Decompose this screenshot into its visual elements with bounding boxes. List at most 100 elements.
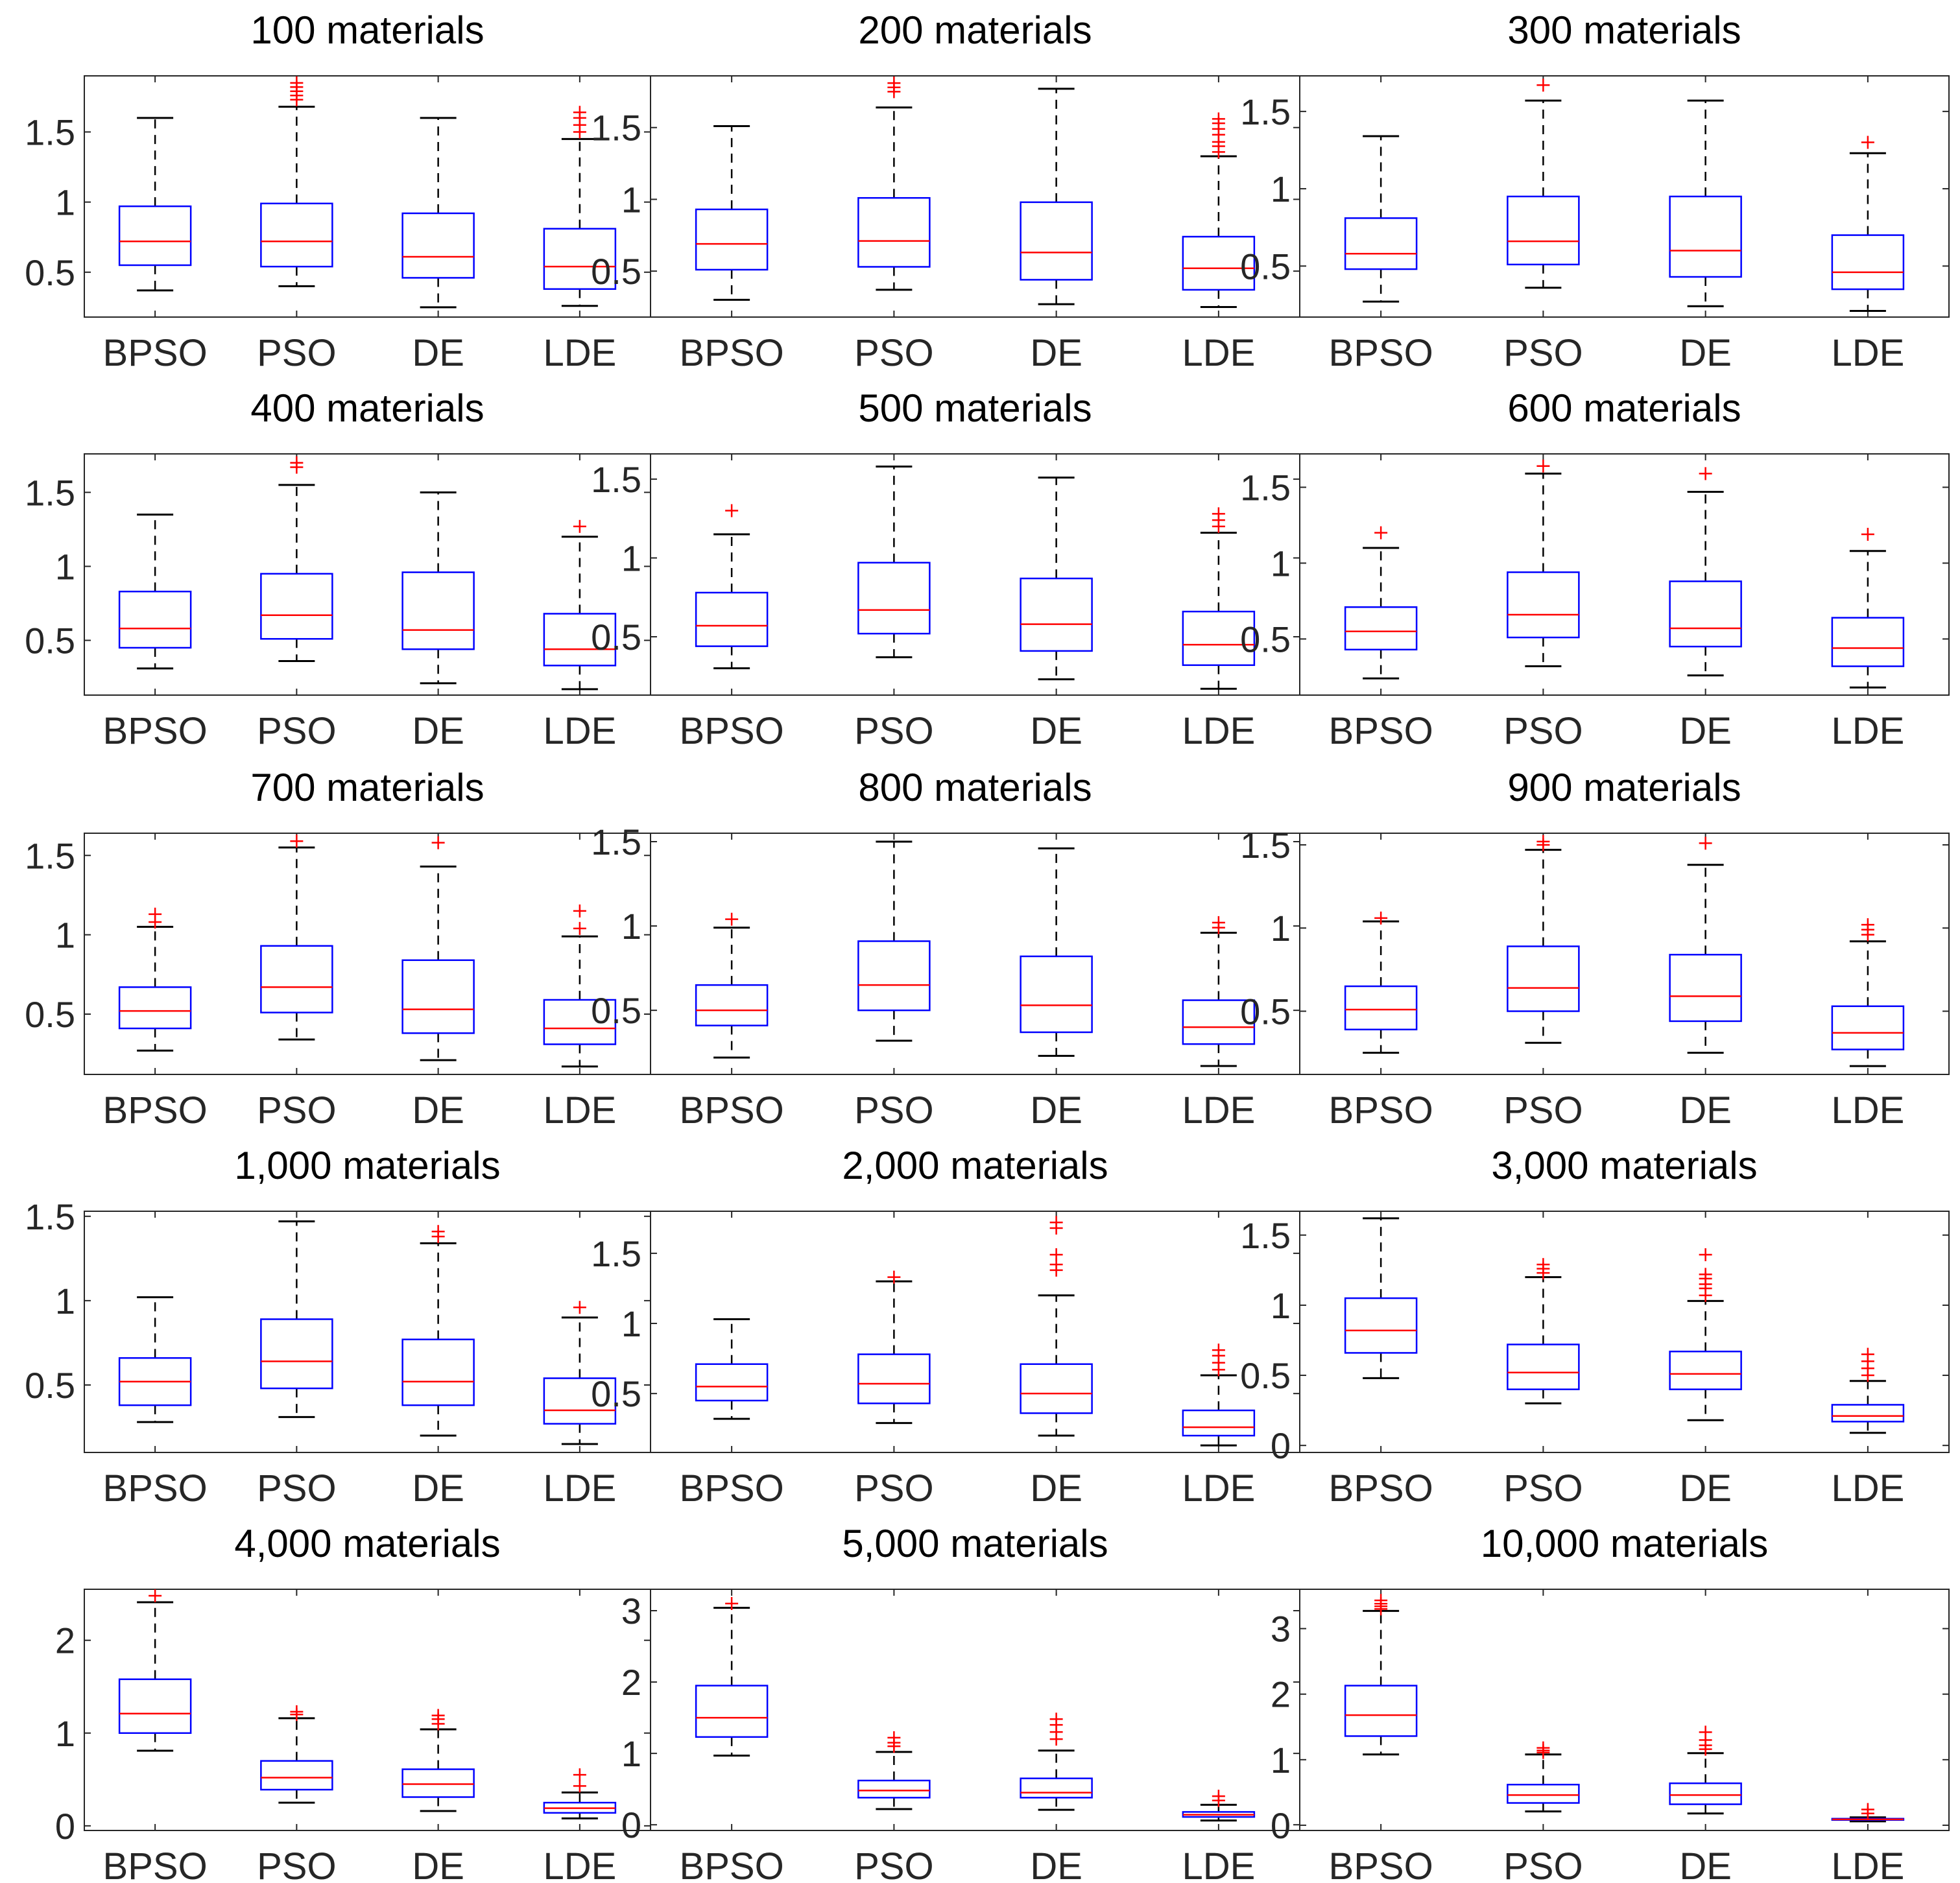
outlier-marker [1049,1712,1063,1726]
subplot-title: 800 materials [858,766,1092,809]
iqr-box [1507,1344,1580,1390]
x-category-label: LDE [1182,1845,1255,1883]
x-category-label: BPSO [1329,1845,1433,1883]
box-pso: PSO [854,1211,934,1510]
iqr-box [857,940,931,1012]
y-tick-label: 1 [1271,169,1291,209]
x-category-label: PSO [854,1845,934,1883]
y-tick-label: 1.5 [25,112,75,153]
box-pso: PSO [1503,1211,1583,1510]
x-category-label: DE [1030,1089,1082,1131]
outlier-marker [431,1225,445,1238]
box-lde: LDE [1831,454,1904,752]
axes-frame [650,453,1300,696]
y-tick-label: 1 [55,1281,75,1321]
x-category-label: PSO [257,1845,337,1883]
outlier-marker [1536,1741,1550,1755]
subplot-13: 5,000 materials 0 1 2 3 BPSO PSO DE LDE [621,1522,1300,1883]
box-bpso: BPSO [680,833,784,1131]
iqr-box [1344,606,1418,651]
box-pso: PSO [257,76,337,374]
x-category-label: PSO [257,1467,337,1510]
box-pso: PSO [1503,454,1583,752]
subplot-14: 10,000 materials 0 1 2 3 BPSO PSO DE LDE [1271,1522,1950,1883]
x-category-label: PSO [854,710,934,752]
iqr-box [543,999,617,1045]
y-tick-label: 0.5 [25,252,75,293]
iqr-box [543,613,617,667]
y-tick-label: 0.5 [591,990,641,1031]
iqr-box [695,1685,769,1738]
box-lde: LDE [1182,1589,1255,1883]
iqr-box [1507,945,1580,1012]
iqr-box [695,984,769,1026]
box-de: DE [401,1211,475,1510]
y-tick-label: 1.5 [1240,825,1291,866]
x-category-label: PSO [1503,1089,1583,1131]
subplot-title: 1,000 materials [234,1144,500,1187]
x-category-label: LDE [1831,1845,1904,1883]
y-tick-label: 1.5 [1240,1215,1291,1256]
outlier-marker [1212,507,1225,521]
iqr-box [1344,1685,1418,1737]
box-de: DE [401,833,475,1131]
x-category-label: LDE [1831,332,1904,374]
axes-frame [650,1211,1300,1453]
box-bpso: BPSO [1329,1211,1433,1510]
outlier-marker [149,907,162,921]
iqr-box [1669,954,1742,1023]
outlier-marker [1536,78,1550,92]
axes-frame [1299,833,1950,1075]
subplot-0: 100 materials 0.5 1 1.5 BPSO PSO DE LDE [25,8,651,374]
y-tick-label: 1 [55,915,75,956]
x-category-label: BPSO [1329,1467,1433,1510]
outlier-marker [573,106,586,119]
iqr-box [1344,985,1418,1030]
box-lde: LDE [1831,76,1904,374]
iqr-box [1507,1783,1580,1804]
axes-frame [84,1589,651,1831]
outlier-marker [725,912,739,926]
box-pso: PSO [257,1211,337,1510]
subplot-7: 800 materials 0.5 1 1.5 BPSO PSO DE LDE [591,766,1300,1131]
outlier-marker [1536,459,1550,473]
iqr-box [1182,610,1256,667]
iqr-box [1669,1782,1742,1805]
box-pso: PSO [257,833,337,1131]
x-category-label: DE [412,1467,464,1510]
y-tick-label: 1 [1271,543,1291,584]
subplot-title: 5,000 materials [842,1522,1108,1565]
y-tick-label: 1 [621,906,641,947]
outlier-marker [1699,1268,1712,1281]
x-category-label: LDE [543,332,616,374]
iqr-box [401,1338,475,1406]
outlier-marker [1536,1258,1550,1272]
y-tick-label: 1 [621,1733,641,1774]
box-bpso: BPSO [680,76,784,374]
box-lde: LDE [543,454,616,752]
y-tick-label: 0 [621,1805,641,1845]
box-lde: LDE [543,76,616,374]
x-category-label: PSO [854,1467,934,1510]
box-lde: LDE [1182,1211,1255,1510]
y-tick-label: 0.5 [1240,1355,1291,1396]
iqr-box [260,1318,333,1390]
box-de: DE [401,1589,475,1883]
iqr-box [1669,580,1742,648]
y-tick-label: 1 [55,182,75,223]
y-tick-label: 3 [1271,1609,1291,1650]
subplot-title: 400 materials [250,386,484,430]
y-tick-label: 1.5 [1240,91,1291,132]
outlier-marker [1536,835,1550,848]
y-tick-label: 3 [621,1591,641,1631]
outlier-marker [1861,1803,1874,1816]
subplot-8: 900 materials 0.5 1 1.5 BPSO PSO DE LDE [1240,766,1950,1131]
x-category-label: PSO [854,332,934,374]
outlier-marker [290,1705,304,1718]
y-tick-label: 1.5 [25,835,75,876]
box-pso: PSO [854,1589,934,1883]
iqr-box [1020,1363,1093,1414]
axes-frame [1299,75,1950,318]
x-category-label: DE [1030,710,1082,752]
x-category-label: PSO [1503,1845,1583,1883]
